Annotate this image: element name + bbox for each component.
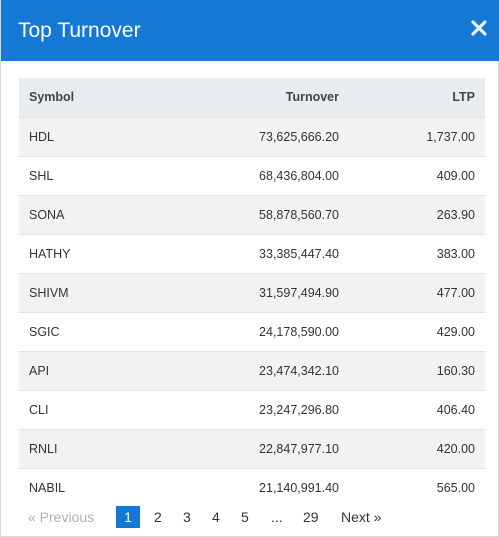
- cell-turnover: 22,847,977.10: [169, 428, 349, 468]
- previous-page-button[interactable]: « Previous: [28, 509, 95, 525]
- cell-ltp: 409.00: [349, 155, 485, 195]
- table-row: HDL 73,625,666.20 1,737.00: [19, 116, 485, 156]
- column-header-ltp[interactable]: LTP: [349, 78, 485, 117]
- table-row: SHL 68,436,804.00 409.00: [19, 155, 485, 195]
- cell-ltp: 160.30: [349, 350, 485, 390]
- cell-ltp: 477.00: [349, 272, 485, 312]
- cell-symbol: CLI: [19, 389, 169, 429]
- cell-turnover: 21,140,991.40: [169, 467, 349, 507]
- cell-turnover: 73,625,666.20: [169, 116, 349, 156]
- column-header-turnover[interactable]: Turnover: [169, 78, 349, 117]
- turnover-table: Symbol Turnover LTP HDL 73,625,666.20 1,73…: [19, 78, 485, 507]
- table-row: HATHY 33,385,447.40 383.00: [19, 233, 485, 273]
- page-5-button[interactable]: 5: [241, 509, 249, 525]
- cell-ltp: 263.90: [349, 194, 485, 234]
- table-header-row: Symbol Turnover LTP: [19, 78, 485, 117]
- cell-turnover: 58,878,560.70: [169, 194, 349, 234]
- modal-title: Top Turnover: [18, 19, 141, 42]
- cell-ltp: 406.40: [349, 389, 485, 429]
- page-3-button[interactable]: 3: [183, 509, 191, 525]
- page-29-button[interactable]: 29: [303, 509, 319, 525]
- cell-turnover: 68,436,804.00: [169, 155, 349, 195]
- cell-symbol: SHIVM: [19, 272, 169, 312]
- table-body: HDL 73,625,666.20 1,737.00 SHL 68,436,804.00…: [19, 116, 485, 507]
- modal-header: Top Turnover: [1, 0, 499, 61]
- page-1-button[interactable]: 1: [116, 506, 140, 528]
- table-row: API 23,474,342.10 160.30: [19, 350, 485, 390]
- cell-turnover: 31,597,494.90: [169, 272, 349, 312]
- close-button[interactable]: [471, 20, 487, 36]
- cell-ltp: 565.00: [349, 467, 485, 507]
- table-row: SGIC 24,178,590.00 429.00: [19, 311, 485, 351]
- cell-symbol: API: [19, 350, 169, 390]
- pagination: « Previous 1 2 3 4 5 ... 29 Next »: [19, 506, 485, 528]
- cell-symbol: SGIC: [19, 311, 169, 351]
- page-4-button[interactable]: 4: [212, 509, 220, 525]
- cell-turnover: 23,247,296.80: [169, 389, 349, 429]
- column-header-symbol[interactable]: Symbol: [19, 78, 169, 117]
- next-page-button[interactable]: Next »: [341, 509, 382, 525]
- cell-turnover: 23,474,342.10: [169, 350, 349, 390]
- cell-ltp: 1,737.00: [349, 116, 485, 156]
- table-row: SHIVM 31,597,494.90 477.00: [19, 272, 485, 312]
- table-row: SONA 58,878,560.70 263.90: [19, 194, 485, 234]
- cell-symbol: SONA: [19, 194, 169, 234]
- cell-symbol: NABIL: [19, 467, 169, 507]
- cell-turnover: 24,178,590.00: [169, 311, 349, 351]
- cell-symbol: HDL: [19, 116, 169, 156]
- close-icon: [471, 20, 487, 36]
- cell-ltp: 383.00: [349, 233, 485, 273]
- table-row: CLI 23,247,296.80 406.40: [19, 389, 485, 429]
- page-ellipsis: ...: [271, 509, 283, 525]
- table-row: RNLI 22,847,977.10 420.00: [19, 428, 485, 468]
- cell-symbol: SHL: [19, 155, 169, 195]
- cell-symbol: HATHY: [19, 233, 169, 273]
- page-2-button[interactable]: 2: [154, 509, 162, 525]
- cell-symbol: RNLI: [19, 428, 169, 468]
- cell-ltp: 429.00: [349, 311, 485, 351]
- cell-turnover: 33,385,447.40: [169, 233, 349, 273]
- table-row: NABIL 21,140,991.40 565.00: [19, 467, 485, 507]
- cell-ltp: 420.00: [349, 428, 485, 468]
